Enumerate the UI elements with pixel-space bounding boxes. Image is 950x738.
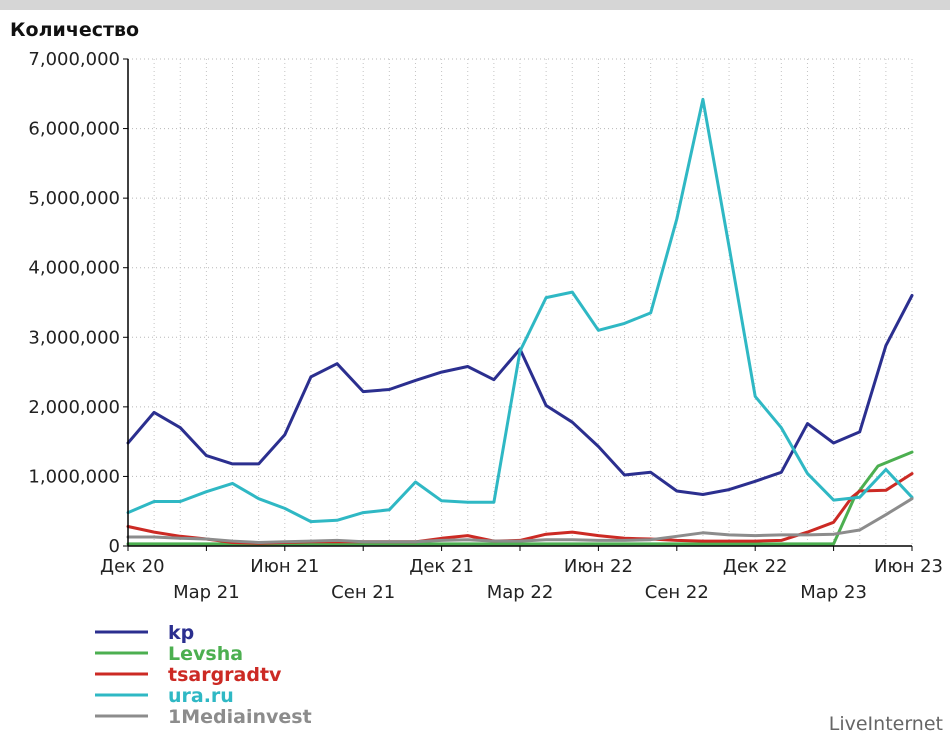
y-tick-label: 1,000,000 xyxy=(28,466,120,487)
x-tick-label: Сен 22 xyxy=(645,582,709,603)
x-tick-label: Мар 21 xyxy=(173,582,240,603)
legend-label: kp xyxy=(168,622,194,644)
x-tick-label: Сен 21 xyxy=(331,582,395,603)
series-line-tsargradtv xyxy=(126,472,914,545)
series-line-1mediainvest xyxy=(126,497,914,544)
series-line-levsha xyxy=(126,450,914,546)
grid xyxy=(128,58,913,546)
x-tick-label: Дек 22 xyxy=(723,556,788,577)
y-axis-title: Количество xyxy=(10,19,139,41)
y-tick-label: 2,000,000 xyxy=(28,397,120,418)
y-tick-label: 7,000,000 xyxy=(28,49,120,70)
series-group xyxy=(126,97,914,546)
x-tick-label: Мар 22 xyxy=(487,582,554,603)
y-tick-label: 6,000,000 xyxy=(28,119,120,140)
axes xyxy=(123,58,913,551)
legend-label: Levsha xyxy=(168,643,243,665)
x-ticks: Дек 20 Мар 21 Июн 21 Сен 21 Дек 21 Мар 22 Июн … xyxy=(100,556,943,603)
x-tick-label: Мар 23 xyxy=(800,582,867,603)
x-tick-label: Дек 21 xyxy=(409,556,474,577)
y-tick-label: 5,000,000 xyxy=(28,188,120,209)
legend-label: ura.ru xyxy=(168,685,234,707)
legend-label: tsargradtv xyxy=(168,664,282,686)
y-tick-label: 3,000,000 xyxy=(28,327,120,348)
credit-label: LiveInternet xyxy=(829,713,943,735)
x-tick-label: Июн 23 xyxy=(874,556,943,577)
x-tick-label: Июн 21 xyxy=(250,556,319,577)
top-border xyxy=(0,0,950,10)
series-line-ura-ru xyxy=(126,97,914,524)
y-tick-label: 4,000,000 xyxy=(28,258,120,279)
x-tick-label: Июн 22 xyxy=(564,556,633,577)
x-tick-label: Дек 20 xyxy=(100,556,165,577)
y-tick-label: 0 xyxy=(109,536,120,557)
y-ticks: 0 1,000,000 2,000,000 3,000,000 4,000,000 5,0… xyxy=(28,49,120,557)
legend-label: 1Mediainvest xyxy=(168,706,312,728)
